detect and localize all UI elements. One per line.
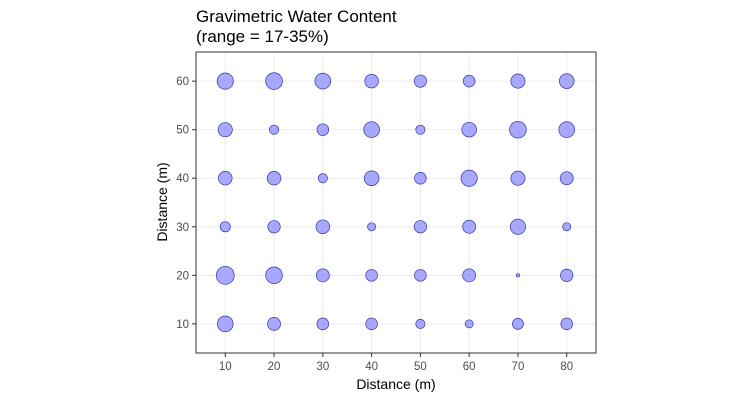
data-point	[559, 73, 575, 89]
data-point	[217, 315, 234, 333]
plot-panel-border	[195, 51, 597, 354]
data-point	[316, 317, 330, 331]
y-tick-label: 60	[176, 76, 189, 88]
data-point	[560, 317, 573, 331]
x-tick-label: 40	[365, 361, 378, 373]
data-point	[559, 171, 574, 186]
chart-title-line-1: Gravimetric Water Content	[196, 7, 397, 26]
data-point	[218, 171, 233, 186]
data-point	[315, 268, 330, 283]
data-point	[215, 265, 235, 285]
data-point	[562, 222, 572, 232]
data-point	[415, 124, 426, 135]
data-point	[516, 273, 520, 278]
data-point	[461, 121, 477, 138]
data-points	[215, 72, 575, 333]
x-axis-ticks: 10 20 30 40 50 60 70 80	[219, 353, 573, 373]
data-point	[509, 120, 527, 139]
x-tick-label: 60	[463, 361, 476, 373]
y-tick-label: 20	[176, 270, 189, 282]
data-point	[460, 169, 478, 187]
data-point	[413, 74, 427, 88]
data-point	[365, 269, 378, 282]
data-point	[265, 266, 283, 285]
x-tick-label: 80	[560, 361, 573, 373]
x-axis-label: Distance (m)	[356, 376, 435, 392]
data-point	[266, 171, 282, 186]
y-tick-label: 40	[176, 173, 189, 185]
data-point	[512, 318, 524, 330]
data-point	[316, 123, 330, 136]
x-tick-label: 50	[414, 361, 427, 373]
data-point	[367, 222, 377, 232]
data-point	[267, 316, 281, 331]
data-point	[414, 172, 427, 185]
x-tick-label: 20	[268, 361, 281, 373]
data-point	[269, 124, 280, 135]
x-tick-label: 30	[316, 361, 329, 373]
data-point	[510, 73, 526, 89]
x-tick-label: 70	[512, 361, 525, 373]
data-point	[414, 269, 427, 282]
data-point	[415, 318, 426, 329]
data-point	[363, 121, 380, 138]
data-point	[219, 221, 231, 233]
y-tick-label: 10	[176, 319, 189, 331]
data-point	[363, 170, 380, 186]
data-point	[364, 73, 379, 89]
data-point	[462, 219, 477, 234]
data-point	[462, 74, 476, 88]
data-point	[217, 122, 233, 138]
grid-lines	[196, 52, 596, 353]
data-point	[317, 173, 328, 184]
data-point	[509, 218, 526, 235]
data-point	[462, 268, 477, 283]
chart-title-line-2: (range = 17-35%)	[196, 27, 329, 46]
data-point	[413, 220, 427, 234]
data-point	[510, 170, 526, 186]
data-point	[216, 72, 234, 90]
data-point	[315, 219, 331, 234]
y-axis-ticks: 10 20 30 40 50 60	[176, 76, 196, 331]
y-axis-label: Distance (m)	[154, 162, 170, 241]
data-point	[365, 317, 378, 331]
data-point	[265, 72, 283, 90]
data-point	[560, 268, 574, 282]
data-point	[267, 220, 281, 234]
y-tick-label: 30	[176, 222, 189, 234]
x-tick-label: 10	[219, 361, 232, 373]
data-point	[464, 319, 474, 329]
data-point	[314, 72, 332, 90]
data-point	[558, 121, 575, 138]
y-tick-label: 50	[176, 125, 189, 137]
